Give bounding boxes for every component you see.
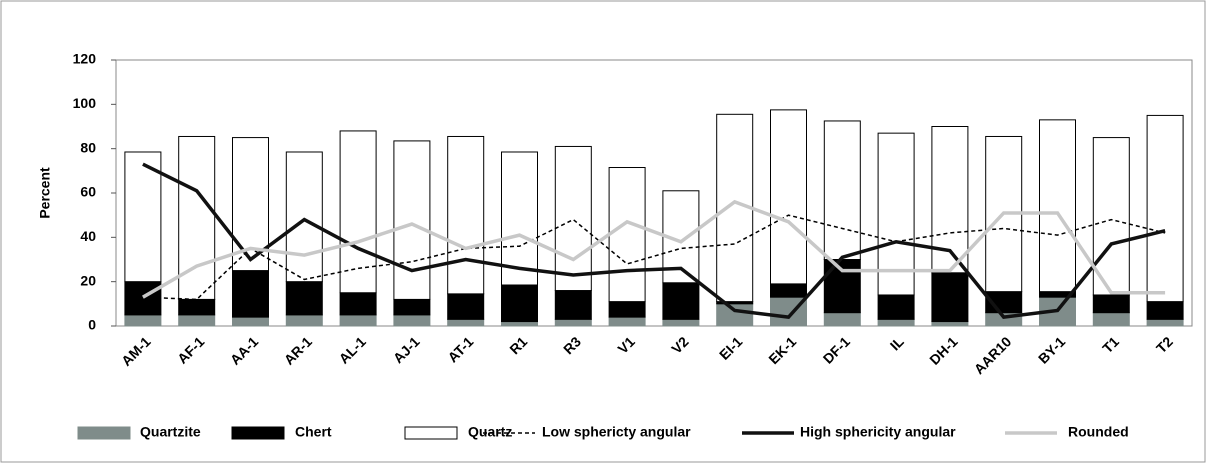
bar-segment — [608, 316, 646, 327]
bar-segment — [447, 293, 485, 320]
y-tick-label: 60 — [80, 184, 96, 200]
bar-segment — [447, 318, 485, 327]
bar-segment — [232, 316, 269, 327]
bar-segment — [1146, 114, 1184, 303]
bar-segment — [393, 314, 431, 327]
bar-segment — [124, 281, 162, 316]
bar-segment — [1039, 119, 1076, 293]
bar-segment — [716, 303, 754, 327]
bar-segment — [877, 318, 915, 327]
legend-swatch — [231, 426, 285, 440]
bar-segment — [393, 140, 431, 300]
bar-segment — [232, 270, 269, 318]
legend-label: Chert — [295, 424, 332, 440]
y-tick-label: 40 — [80, 228, 96, 244]
bar-segment — [285, 151, 323, 283]
legend-label: Low sphericty angular — [542, 424, 691, 440]
bar-segment — [662, 318, 700, 327]
y-tick-label: 0 — [88, 317, 96, 333]
bar-segment — [285, 281, 323, 316]
bar-segment — [124, 151, 162, 283]
bar-segment — [1092, 312, 1130, 327]
bar-segment — [285, 314, 323, 327]
bar-segment — [447, 135, 485, 295]
y-tick-label: 120 — [73, 51, 97, 67]
bar-segment — [931, 321, 969, 327]
bar-segment — [877, 294, 915, 320]
bar-segment — [662, 282, 700, 320]
legend-label: Rounded — [1068, 424, 1129, 440]
legend-label: High sphericity angular — [800, 424, 956, 440]
y-tick-label: 20 — [80, 272, 96, 288]
bar-segment — [823, 259, 861, 314]
line-series — [142, 214, 1166, 301]
bar-segment — [554, 290, 592, 320]
y-tick-label: 100 — [73, 95, 97, 111]
bar-segment — [1092, 137, 1130, 296]
bar-segment — [501, 151, 538, 286]
bar-segment — [554, 145, 592, 292]
line-series — [142, 162, 1166, 319]
bar-segment — [393, 298, 431, 316]
bar-segment — [770, 109, 807, 285]
y-tick-label: 80 — [80, 139, 96, 155]
bar-segment — [554, 318, 592, 327]
bar-segment — [178, 314, 216, 327]
bar-segment — [1146, 318, 1184, 327]
bar-segment — [339, 314, 377, 327]
bar-segment — [124, 314, 162, 327]
y-axis-label: Percent — [37, 167, 53, 219]
bar-segment — [178, 298, 216, 316]
line-series — [142, 199, 1166, 299]
bar-segment — [608, 301, 646, 318]
bar-segment — [823, 312, 861, 327]
legend-label: Quartzite — [140, 424, 201, 440]
bar-segment — [339, 292, 377, 316]
legend-swatch — [404, 426, 458, 440]
legend-label: Quartz — [468, 424, 512, 440]
bar-segment — [823, 120, 861, 261]
bar-segment — [877, 132, 915, 296]
bar-segment — [1092, 294, 1130, 314]
bar-segment — [501, 284, 538, 323]
bar-segment — [608, 167, 646, 303]
bar-segment — [1146, 301, 1184, 320]
bar-segment — [339, 130, 377, 294]
bar-segment — [931, 272, 969, 323]
legend-swatch — [77, 426, 131, 440]
bar-segment — [770, 283, 807, 298]
bar-segment — [501, 321, 538, 327]
